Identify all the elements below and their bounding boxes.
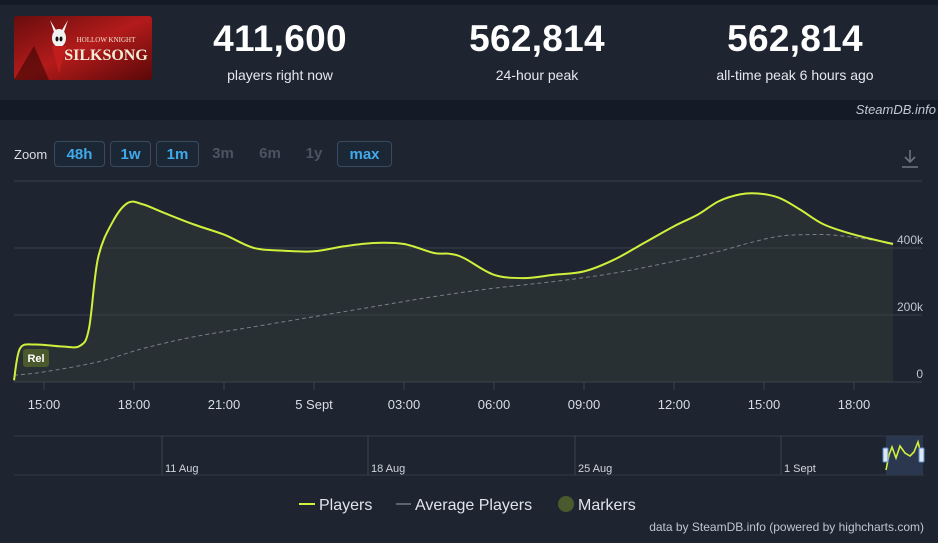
- chart-markers[interactable]: Rel: [23, 349, 49, 367]
- marker-badge: [23, 349, 49, 367]
- stat-all-time-peak: 562,814 all-time peak 6 hours ago: [680, 18, 910, 84]
- x-axis-labels: 15:00 18:00 21:00 5 Sept 03:00 06:00 09:00 12:0…: [28, 397, 871, 412]
- download-icon-glyph: [902, 150, 918, 168]
- game-logo-image: HOLLOW KNIGHT SILKSONG: [14, 16, 152, 80]
- zoom-label: Zoom: [14, 147, 48, 162]
- zoom-6m-button[interactable]: 6m: [259, 145, 281, 162]
- stat-label: 24-hour peak: [495, 67, 579, 83]
- navigator-right-handle[interactable]: [918, 447, 925, 463]
- navigator-label: 25 Aug: [578, 463, 612, 475]
- x-tick-label: 18:00: [118, 397, 151, 412]
- stat-value: 562,814: [727, 18, 863, 59]
- x-tick-label: 15:00: [748, 397, 781, 412]
- legend-markers-label: Markers: [578, 497, 636, 514]
- stat-label: players right now: [227, 67, 333, 83]
- legend-players[interactable]: Players: [299, 497, 372, 514]
- zoom-3m-button[interactable]: 3m: [212, 145, 234, 162]
- stat-value: 411,600: [213, 18, 347, 59]
- x-tick-label: 5 Sept: [295, 397, 333, 412]
- source-credit-link[interactable]: SteamDB.info: [855, 102, 936, 117]
- stat-value: 562,814: [469, 18, 605, 59]
- marker-label: Rel: [27, 353, 44, 365]
- navigator-selection[interactable]: [886, 436, 923, 475]
- legend-average-players[interactable]: Average Players: [396, 497, 532, 514]
- y-tick-label: 400k: [897, 233, 924, 247]
- chart-gridlines: [14, 180, 922, 383]
- legend-players-label: Players: [319, 497, 372, 514]
- x-tick-label: 21:00: [208, 397, 241, 412]
- stat-24h-peak: 562,814 24-hour peak: [422, 18, 652, 84]
- game-logo[interactable]: HOLLOW KNIGHT SILKSONG: [14, 16, 152, 80]
- footer-credit: data by SteamDB.info (powered by highcha…: [649, 520, 924, 534]
- x-tick-label: 06:00: [478, 397, 511, 412]
- y-axis-labels: 0 200k 400k: [897, 233, 924, 381]
- x-tick-label: 18:00: [838, 397, 871, 412]
- legend-markers[interactable]: Markers: [558, 496, 636, 514]
- chart-legend[interactable]: Players Average Players Markers: [299, 496, 636, 514]
- zoom-48h-button[interactable]: 48h: [54, 141, 105, 167]
- stat-label: all-time peak 6 hours ago: [716, 67, 874, 83]
- navigator-label: 18 Aug: [371, 463, 405, 475]
- y-tick-label: 0: [916, 367, 923, 381]
- zoom-max-button[interactable]: max: [337, 141, 392, 167]
- marker-rel[interactable]: Rel: [23, 349, 49, 367]
- players-area: [14, 193, 893, 382]
- stats-card: [0, 5, 938, 100]
- x-axis-ticks: [43, 382, 855, 390]
- x-tick-label: 12:00: [658, 397, 691, 412]
- chart-card: [0, 120, 938, 543]
- x-tick-label: 09:00: [568, 397, 601, 412]
- x-tick-label: 03:00: [388, 397, 421, 412]
- navigator[interactable]: 11 Aug 18 Aug 25 Aug 1 Sept: [14, 435, 925, 476]
- download-icon[interactable]: [900, 148, 920, 170]
- logo-text-main: SILKSONG: [64, 47, 148, 64]
- zoom-1y-button[interactable]: 1y: [305, 145, 323, 162]
- zoom-1w-button[interactable]: 1w: [110, 141, 151, 167]
- average-players-line: [13, 234, 894, 376]
- legend-markers-symbol: [558, 496, 574, 512]
- navigator-series: [885, 439, 923, 471]
- navigator-label: 11 Aug: [165, 463, 198, 475]
- logo-text-top: HOLLOW KNIGHT: [77, 36, 136, 44]
- zoom-1m-button[interactable]: 1m: [156, 141, 199, 167]
- stat-current-players: 411,600 players right now: [165, 18, 395, 84]
- x-tick-label: 15:00: [28, 397, 61, 412]
- legend-average-label: Average Players: [415, 497, 532, 514]
- y-tick-label: 200k: [897, 300, 924, 314]
- navigator-left-handle[interactable]: [882, 447, 889, 463]
- players-line[interactable]: [13, 192, 894, 381]
- navigator-label: 1 Sept: [784, 463, 816, 475]
